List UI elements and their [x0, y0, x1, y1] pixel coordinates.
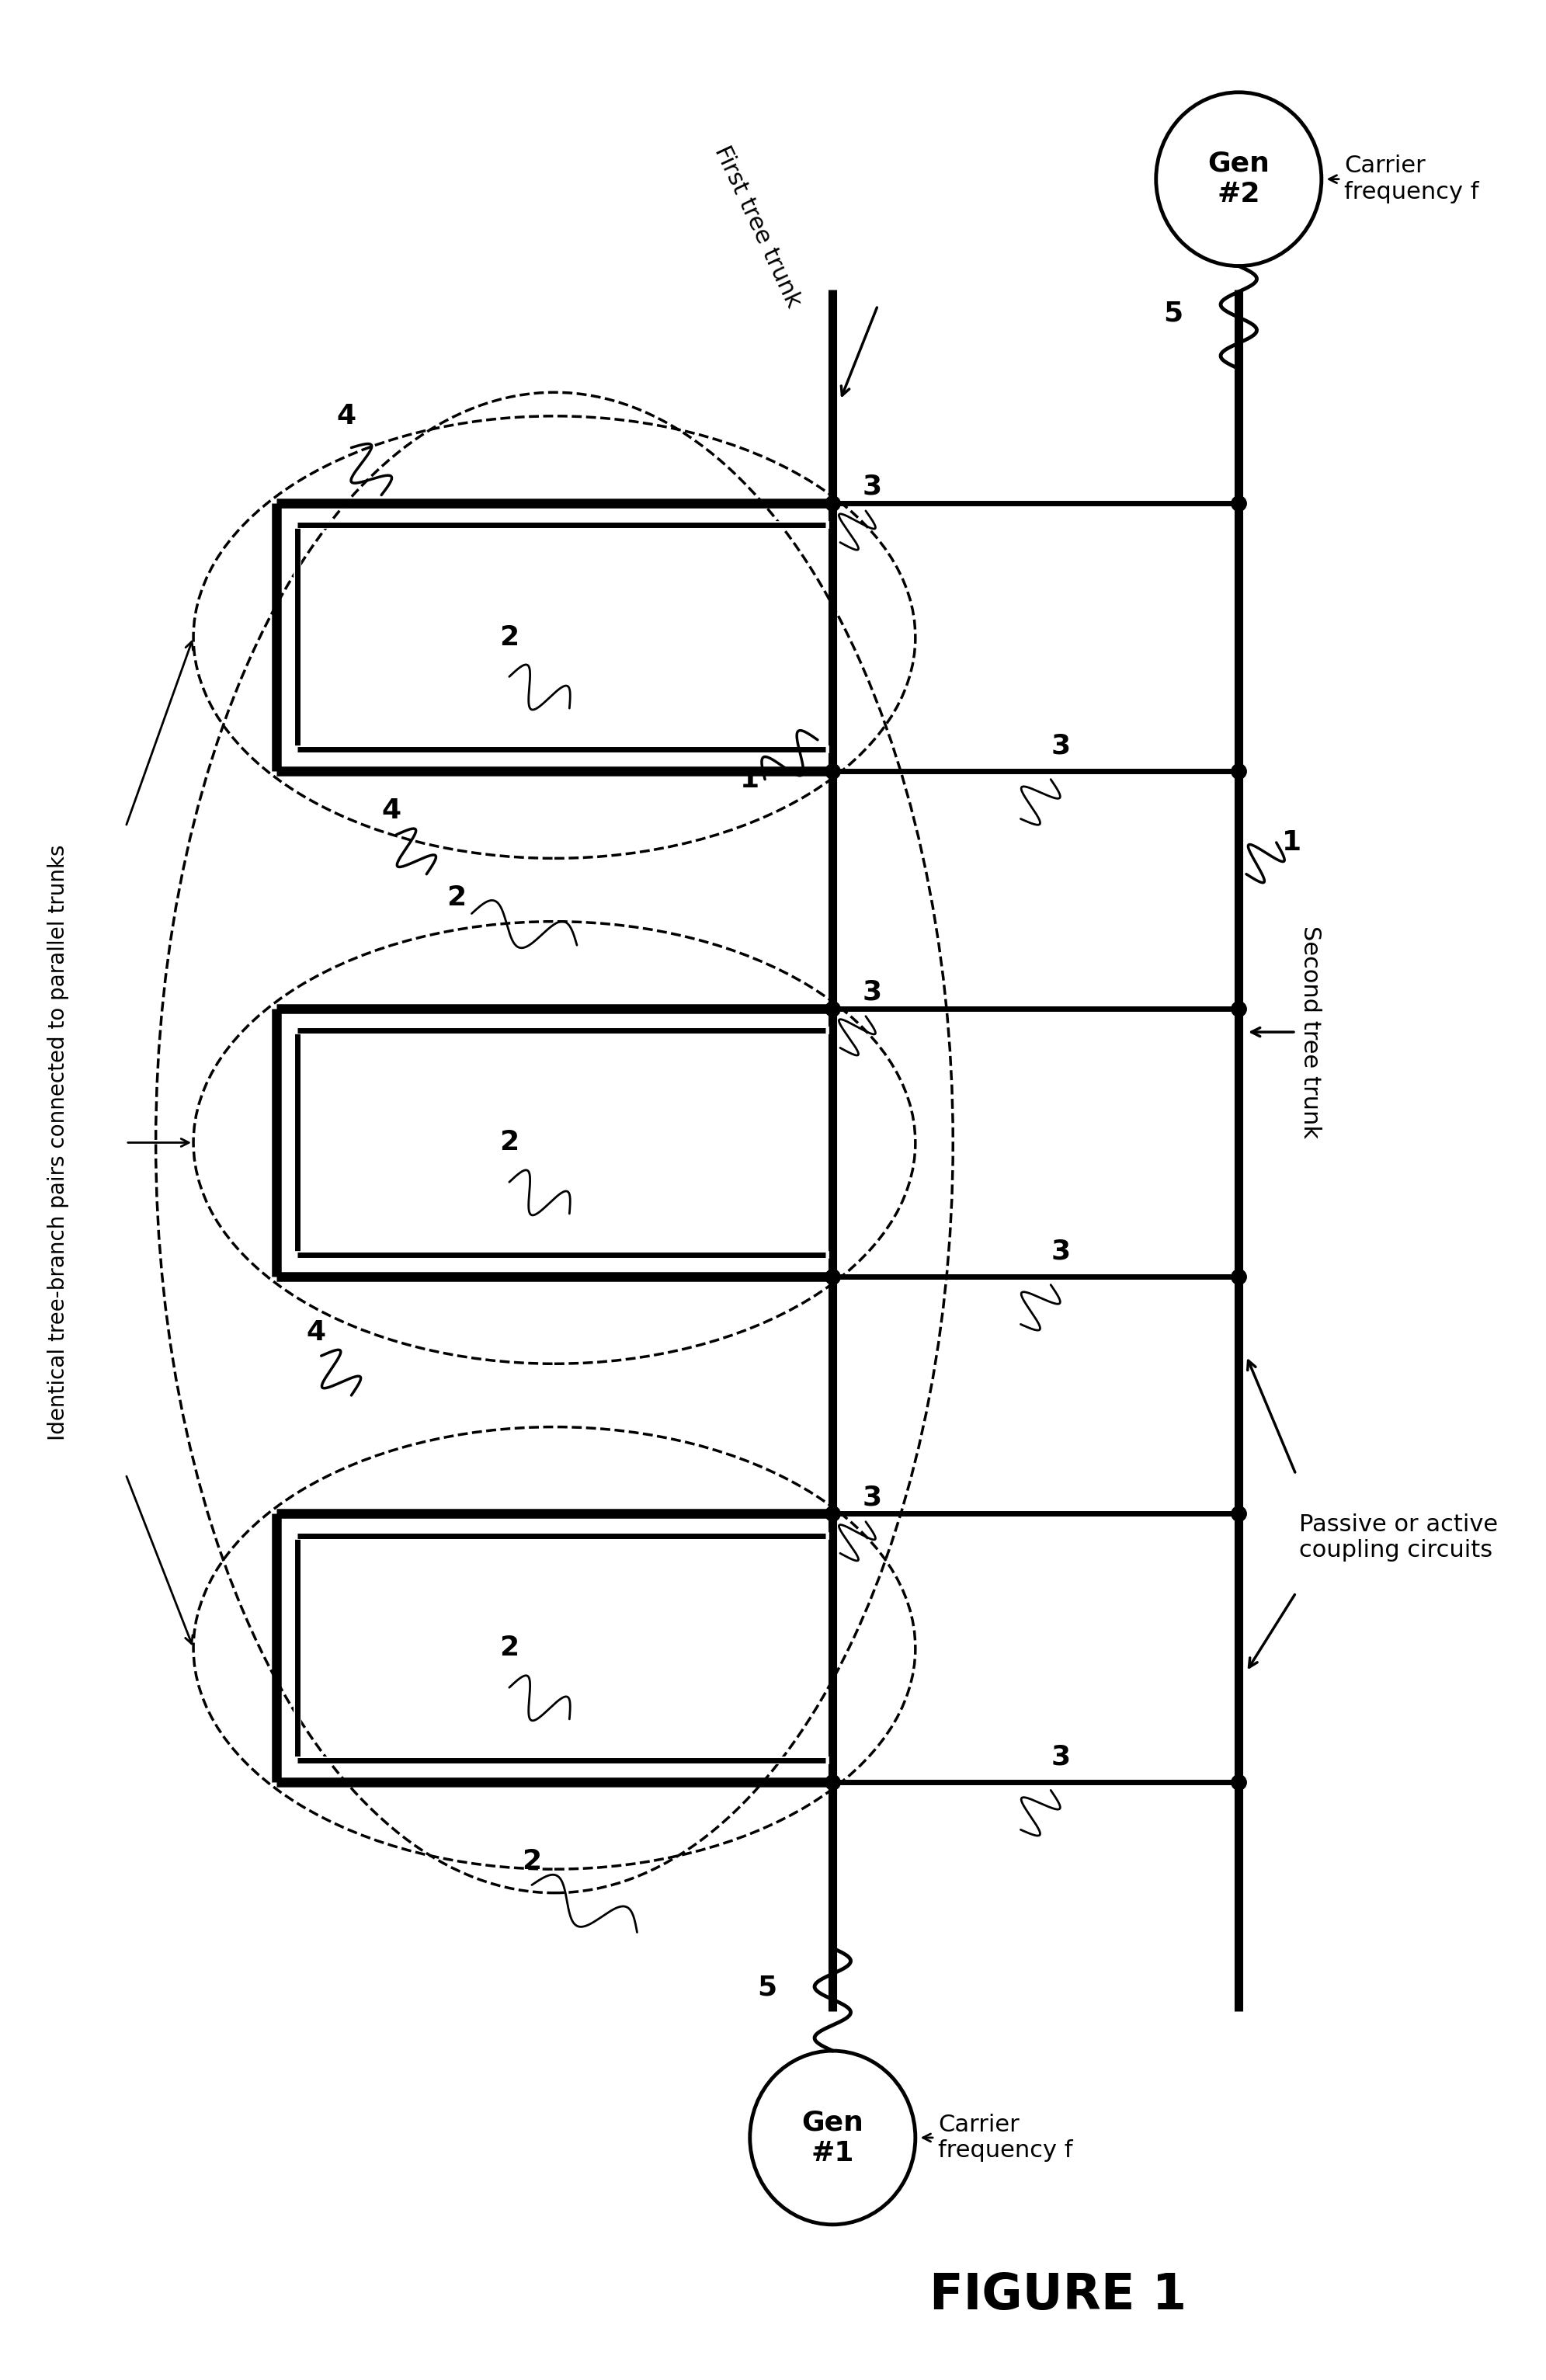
- Text: 2: 2: [499, 1130, 519, 1157]
- Text: 2: 2: [499, 1635, 519, 1661]
- Text: 4: 4: [337, 402, 356, 428]
- Text: 3: 3: [1051, 1238, 1070, 1264]
- Text: 2: 2: [499, 624, 519, 650]
- Text: 1: 1: [1282, 828, 1302, 857]
- Text: 3: 3: [1051, 733, 1070, 759]
- Text: 3: 3: [863, 474, 883, 500]
- Text: 4: 4: [382, 797, 400, 823]
- Text: 3: 3: [1051, 1742, 1070, 1771]
- Text: Gen
#1: Gen #1: [802, 2109, 864, 2166]
- Text: Second tree trunk: Second tree trunk: [1299, 926, 1322, 1138]
- Text: 2: 2: [523, 1849, 541, 1875]
- Text: 3: 3: [863, 978, 883, 1004]
- Text: Carrier
frequency f: Carrier frequency f: [938, 2113, 1073, 2161]
- Text: First tree trunk: First tree trunk: [710, 143, 805, 312]
- Text: 5: 5: [1164, 300, 1183, 326]
- Text: Identical tree-branch pairs connected to parallel trunks: Identical tree-branch pairs connected to…: [48, 845, 70, 1440]
- Text: 4: 4: [306, 1319, 326, 1345]
- Text: Passive or active
coupling circuits: Passive or active coupling circuits: [1299, 1514, 1498, 1561]
- Text: 2: 2: [447, 885, 467, 912]
- Text: 1: 1: [741, 766, 759, 793]
- Text: FIGURE 1: FIGURE 1: [929, 2271, 1187, 2320]
- Text: 5: 5: [758, 1975, 778, 2002]
- Text: 3: 3: [863, 1485, 883, 1511]
- Text: Gen
#2: Gen #2: [1207, 150, 1269, 207]
- Text: Carrier
frequency f: Carrier frequency f: [1343, 155, 1478, 202]
